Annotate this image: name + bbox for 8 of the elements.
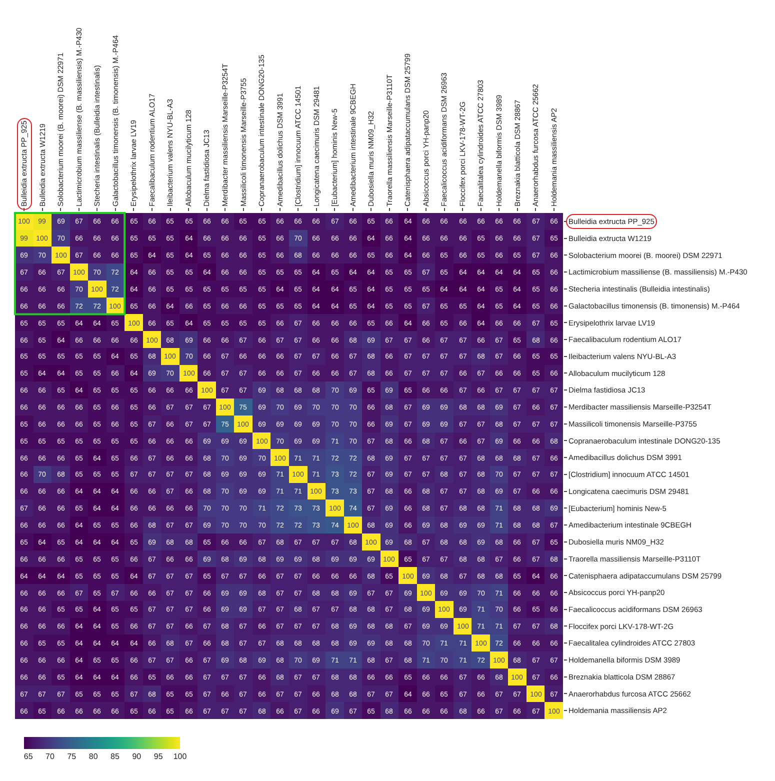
- color-bar-label: 75: [67, 752, 77, 762]
- color-bar-label: 65: [24, 752, 34, 762]
- color-bar-label: 85: [110, 752, 120, 762]
- color-bar-label: 70: [46, 752, 55, 762]
- color-bar-label: 100: [173, 752, 188, 762]
- color-bar-label: 90: [132, 752, 142, 762]
- color-bar-label: 95: [154, 752, 164, 762]
- color-bar-label: 80: [88, 752, 98, 762]
